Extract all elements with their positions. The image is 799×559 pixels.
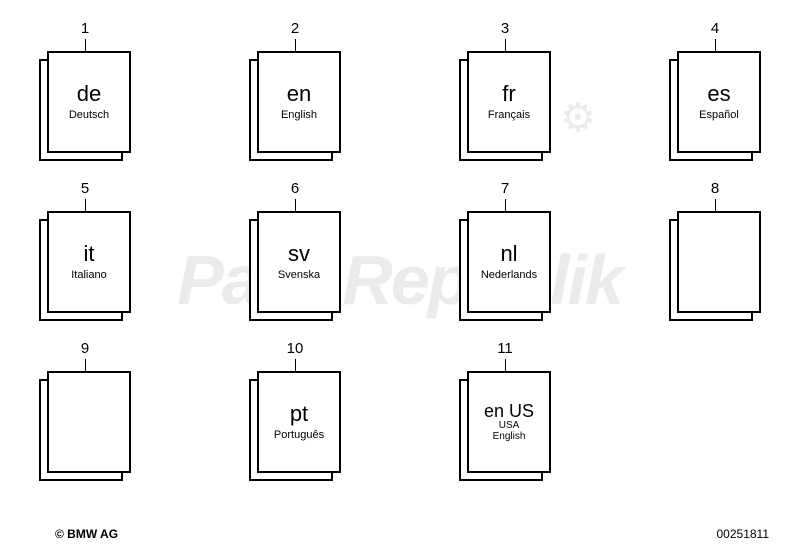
item-number: 7	[450, 180, 560, 197]
item-number: 6	[240, 180, 350, 197]
item-number: 8	[660, 180, 770, 197]
item-number: 2	[240, 20, 350, 37]
book-icon: en English	[249, 51, 341, 161]
book-icon: nl Nederlands	[459, 211, 551, 321]
connector-line	[715, 39, 716, 51]
language-card-de: 1 de Deutsch	[30, 20, 140, 161]
language-code: en	[287, 83, 311, 105]
language-code: fr	[502, 83, 515, 105]
book-icon	[669, 211, 761, 321]
language-name: Español	[699, 109, 739, 121]
book-icon: de Deutsch	[39, 51, 131, 161]
language-card-blank-9: 9	[30, 340, 140, 481]
language-card-fr: 3 fr Français	[450, 20, 560, 161]
language-code: it	[84, 243, 95, 265]
language-card-blank-8: 8	[660, 180, 770, 321]
item-number: 1	[30, 20, 140, 37]
language-code: es	[707, 83, 730, 105]
connector-line	[715, 199, 716, 211]
book-icon: en USUSAEnglish	[459, 371, 551, 481]
connector-line	[505, 359, 506, 371]
language-card-sv: 6 sv Svenska	[240, 180, 350, 321]
connector-line	[85, 359, 86, 371]
item-number: 9	[30, 340, 140, 357]
language-code: pt	[290, 403, 308, 425]
language-card-es: 4 es Español	[660, 20, 770, 161]
connector-line	[505, 39, 506, 51]
language-name: Italiano	[71, 269, 106, 281]
connector-line	[505, 199, 506, 211]
item-number: 11	[450, 340, 560, 357]
language-name: Deutsch	[69, 109, 109, 121]
connector-line	[295, 359, 296, 371]
book-icon: es Español	[669, 51, 761, 161]
language-name-2: English	[493, 431, 526, 442]
language-name: Português	[274, 429, 324, 441]
language-card-nl: 7 nl Nederlands	[450, 180, 560, 321]
item-number: 5	[30, 180, 140, 197]
diagram-grid: 1 de Deutsch 2 en English 3 fr Français 4 es Españo…	[30, 20, 770, 520]
language-name: USA	[499, 420, 520, 431]
book-icon: pt Português	[249, 371, 341, 481]
document-number: 00251811	[717, 527, 770, 541]
language-name: Nederlands	[481, 269, 537, 281]
connector-line	[85, 199, 86, 211]
item-number: 4	[660, 20, 770, 37]
language-code: en US	[484, 402, 534, 420]
book-icon: sv Svenska	[249, 211, 341, 321]
language-name: Svenska	[278, 269, 320, 281]
language-name: English	[281, 109, 317, 121]
language-card-pt: 10 pt Português	[240, 340, 350, 481]
language-card-en US: 11 en USUSAEnglish	[450, 340, 560, 481]
language-code: de	[77, 83, 101, 105]
book-icon	[39, 371, 131, 481]
connector-line	[295, 199, 296, 211]
book-icon: fr Français	[459, 51, 551, 161]
language-code: sv	[288, 243, 310, 265]
item-number: 10	[240, 340, 350, 357]
connector-line	[295, 39, 296, 51]
language-code: nl	[500, 243, 517, 265]
item-number: 3	[450, 20, 560, 37]
language-name: Français	[488, 109, 530, 121]
book-icon: it Italiano	[39, 211, 131, 321]
connector-line	[85, 39, 86, 51]
language-card-it: 5 it Italiano	[30, 180, 140, 321]
language-card-en: 2 en English	[240, 20, 350, 161]
copyright-text: © BMW AG	[55, 527, 118, 541]
